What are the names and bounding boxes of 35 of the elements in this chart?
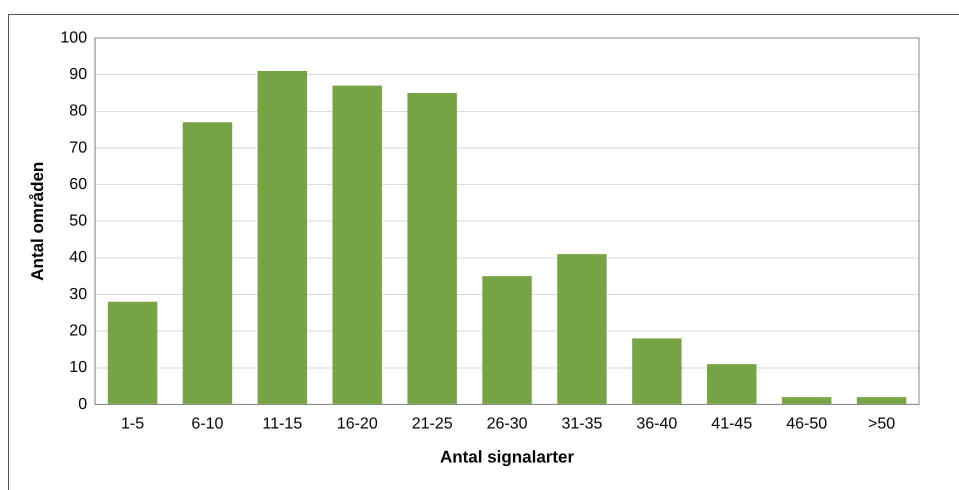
x-tick-label: 16-20 bbox=[336, 415, 378, 432]
x-tick-label: 6-10 bbox=[191, 415, 224, 432]
bar bbox=[108, 302, 158, 404]
bar bbox=[332, 86, 382, 404]
y-axis-title: Antal områden bbox=[28, 162, 47, 281]
bar bbox=[482, 276, 532, 404]
y-tick-label: 80 bbox=[69, 102, 88, 120]
bar bbox=[557, 254, 607, 404]
y-tick-label: 50 bbox=[69, 212, 88, 230]
bar bbox=[632, 338, 682, 404]
y-tick-label: 0 bbox=[78, 396, 88, 413]
x-tick-label: 21-25 bbox=[412, 415, 453, 432]
bar bbox=[182, 122, 232, 404]
y-tick-label: 60 bbox=[69, 176, 88, 193]
y-tick-label: 100 bbox=[60, 29, 88, 46]
x-tick-label: 11-15 bbox=[262, 415, 302, 432]
x-tick-label: 1-5 bbox=[120, 415, 144, 432]
y-tick-label: 70 bbox=[69, 139, 88, 156]
bar bbox=[856, 397, 906, 404]
bar bbox=[707, 364, 756, 404]
x-tick-label: 46-50 bbox=[786, 415, 828, 432]
bar bbox=[782, 397, 832, 404]
x-tick-label: 41-45 bbox=[711, 415, 752, 432]
y-tick-label: 30 bbox=[69, 286, 88, 303]
x-tick-label: 26-30 bbox=[486, 415, 528, 432]
bar bbox=[258, 70, 308, 404]
x-tick-label: 31-35 bbox=[561, 415, 603, 432]
bar bbox=[407, 92, 457, 404]
x-axis-title: Antal signalarter bbox=[440, 447, 575, 466]
x-tick-label: 36-40 bbox=[636, 415, 678, 432]
y-tick-label: 20 bbox=[69, 322, 88, 340]
y-tick-label: 90 bbox=[69, 66, 88, 84]
y-tick-label: 10 bbox=[69, 359, 88, 376]
y-tick-label: 40 bbox=[69, 249, 88, 266]
x-tick-label: >50 bbox=[868, 415, 896, 432]
